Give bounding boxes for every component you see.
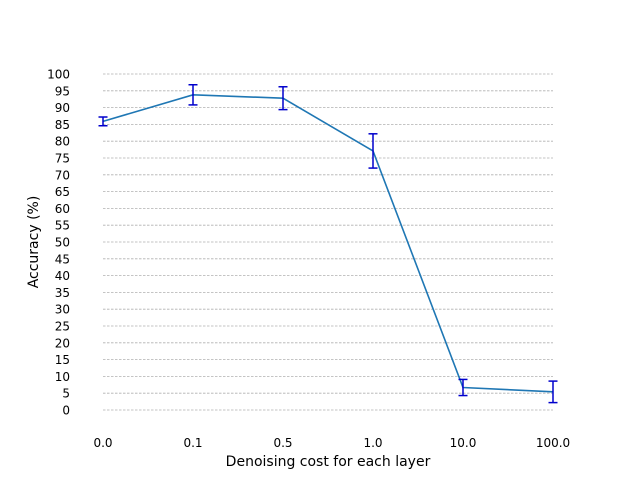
- y-tick-label: 95: [55, 84, 70, 98]
- y-tick-label: 25: [55, 320, 70, 334]
- x-tick-label: 0.1: [183, 436, 202, 450]
- error-bars: [98, 84, 558, 404]
- series-layer: [102, 94, 554, 393]
- y-tick-label: 15: [55, 353, 70, 367]
- y-tick-label: 35: [55, 286, 70, 300]
- series-line: [102, 94, 554, 393]
- y-tick-label: 90: [55, 101, 70, 115]
- y-tick-label: 55: [55, 219, 70, 233]
- y-tick-label: 60: [55, 202, 70, 216]
- error-bar: [278, 86, 288, 111]
- y-tick-label: 20: [55, 336, 70, 350]
- error-bar: [458, 378, 468, 397]
- y-tick-label: 40: [55, 269, 70, 283]
- y-tick-label: 80: [55, 135, 70, 149]
- x-tick-label: 100.0: [536, 436, 570, 450]
- y-tick-label: 75: [55, 152, 70, 166]
- x-tick-label: 0.5: [273, 436, 292, 450]
- error-bar: [548, 380, 558, 404]
- y-tick-label: 50: [55, 236, 70, 250]
- error-bar: [368, 133, 378, 169]
- y-tick-label: 0: [62, 404, 70, 418]
- x-tick-label: 1.0: [363, 436, 382, 450]
- y-tick-label: 5: [62, 387, 70, 401]
- x-tick-label: 10.0: [450, 436, 477, 450]
- x-tick-labels: 0.0 0.1 0.5 1.0 10.0 100.0: [93, 436, 570, 450]
- error-bar: [188, 84, 198, 106]
- y-tick-label: 30: [55, 303, 70, 317]
- y-tick-label: 45: [55, 252, 70, 266]
- y-tick-label: 10: [55, 370, 70, 384]
- error-bar: [98, 116, 108, 127]
- x-tick-label: 0.0: [93, 436, 112, 450]
- y-tick-label: 65: [55, 185, 70, 199]
- x-axis-label: Denoising cost for each layer: [226, 454, 431, 470]
- y-tick-label: 100: [47, 68, 70, 82]
- y-tick-label: 70: [55, 168, 70, 182]
- y-tick-labels: 0 5 10 15 20 25 30 35 40 45 50 55 60 65 70 75 80 85 90 95 10…: [47, 68, 70, 418]
- y-tick-label: 85: [55, 118, 70, 132]
- y-axis-label: Accuracy (%): [26, 196, 42, 289]
- grid-lines: [103, 73, 553, 411]
